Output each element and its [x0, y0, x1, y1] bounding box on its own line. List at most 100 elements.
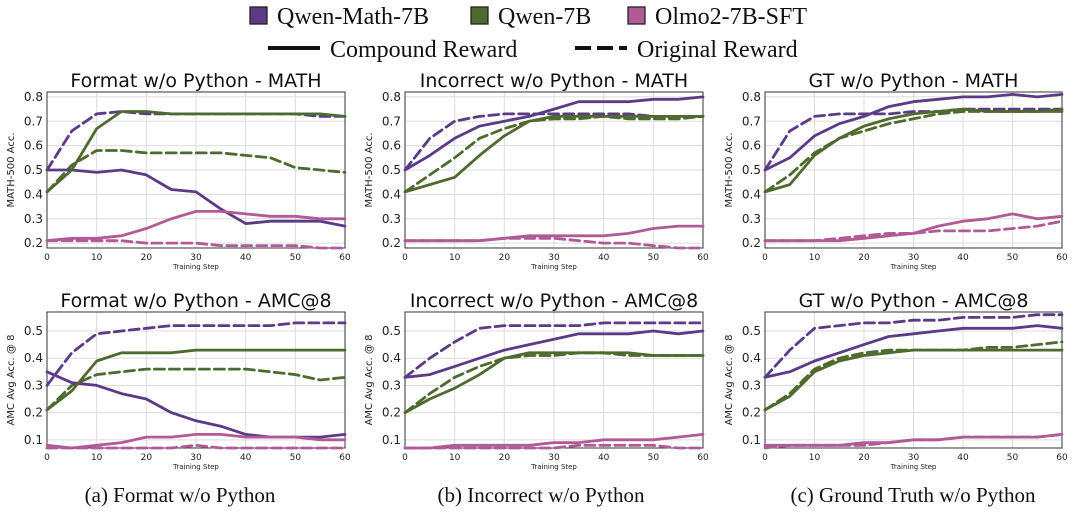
y-tick-label: 0.5 [24, 163, 43, 177]
series-olmo2-7b-sft-compound-reward [763, 212, 1064, 243]
legend-label-olmo2-7b-sft: Olmo2-7B-SFT [655, 4, 807, 30]
x-axis-label: Training Step [890, 463, 937, 471]
x-tick-label: 40 [598, 253, 610, 263]
legend-swatch-qwen-7b [470, 6, 489, 25]
caption-1: (a) Format w/o Python [85, 483, 276, 507]
x-tick-label: 60 [697, 453, 709, 463]
y-tick-label: 0.6 [24, 139, 43, 153]
x-tick-label: 60 [339, 453, 351, 463]
x-tick-label: 30 [548, 253, 560, 263]
x-tick-label: 0 [44, 453, 50, 463]
x-tick-label: 40 [598, 453, 610, 463]
series-olmo2-7b-sft-compound-reward [403, 224, 705, 243]
y-tick-label: 0.3 [742, 378, 761, 392]
y-tick-label: 0.3 [382, 212, 401, 226]
y-tick-label: 0.5 [742, 163, 761, 177]
series-qwen-7b-compound-reward [763, 348, 1064, 412]
y-tick-label: 0.7 [382, 114, 401, 128]
y-tick-label: 0.3 [382, 378, 401, 392]
x-tick-label: 10 [91, 453, 103, 463]
x-tick-label: 30 [190, 453, 202, 463]
x-tick-label: 30 [908, 253, 920, 263]
x-axis-label: Training Step [890, 263, 937, 271]
plot-frame [46, 311, 346, 449]
legend: Qwen-Math-7B Qwen-7B Olmo2-7B-SFT Compound … [249, 4, 807, 63]
x-tick-label: 0 [44, 253, 50, 263]
y-tick-label: 0.1 [742, 433, 761, 447]
x-tick-label: 10 [449, 253, 461, 263]
panel-5: 0 10 20 30 40 50 60 0.1 0.2 0.3 0.4 0.5 Training Ste… [364, 290, 709, 471]
y-axis-label: AMC Avg Acc. @ 8 [724, 335, 735, 426]
y-tick-label: 0.8 [742, 90, 761, 104]
series-qwen-math-7b-compound-reward [403, 95, 705, 172]
x-tick-label: 10 [91, 253, 103, 263]
x-tick-label: 20 [141, 453, 153, 463]
series-qwen-7b-compound-reward [763, 107, 1064, 194]
panel-2: 0 10 20 30 40 50 60 0.2 0.3 0.4 0.5 0.6 0.7 0.8 Traini… [364, 70, 709, 271]
x-tick-label: 20 [141, 253, 153, 263]
x-tick-label: 0 [762, 253, 768, 263]
y-tick-label: 0.2 [24, 406, 43, 420]
y-tick-label: 0.4 [24, 351, 43, 365]
series-qwen-math-7b-compound-reward [763, 324, 1064, 379]
y-axis-label: AMC Avg Acc. @ 8 [6, 335, 17, 426]
series-qwen-math-7b-compound-reward [403, 329, 705, 379]
y-tick-label: 0.3 [24, 212, 43, 226]
y-tick-label: 0.4 [742, 187, 761, 201]
series-qwen-7b-compound-reward [403, 351, 705, 415]
series-qwen-7b-compound-reward [403, 115, 705, 194]
series-qwen-math-7b-compound-reward [763, 93, 1064, 172]
panel-title: Format w/o Python - MATH [70, 70, 321, 92]
panel-title: Incorrect w/o Python - MATH [420, 70, 688, 92]
y-tick-label: 0.2 [24, 236, 43, 250]
x-tick-label: 50 [1007, 453, 1019, 463]
series-olmo2-7b-sft-compound-reward [763, 432, 1064, 447]
x-tick-label: 10 [809, 253, 821, 263]
x-tick-label: 40 [957, 253, 969, 263]
y-tick-label: 0.1 [382, 433, 401, 447]
x-tick-label: 20 [499, 453, 511, 463]
legend-swatch-qwen-math-7b [249, 6, 268, 25]
x-axis-label: Training Step [172, 263, 219, 271]
panel-title: GT w/o Python - MATH [809, 70, 1019, 92]
y-tick-label: 0.2 [382, 406, 401, 420]
series-qwen-7b-original-reward [45, 367, 347, 412]
series-qwen-7b-compound-reward [45, 348, 347, 412]
y-tick-label: 0.2 [742, 406, 761, 420]
legend-label-qwen-math-7b: Qwen-Math-7B [277, 4, 429, 30]
x-tick-label: 20 [858, 453, 870, 463]
x-tick-label: 20 [858, 253, 870, 263]
x-tick-label: 0 [762, 453, 768, 463]
series-qwen-math-7b-original-reward [763, 107, 1064, 172]
panel-6: 0 10 20 30 40 50 60 0.1 0.2 0.3 0.4 0.5 Training Ste… [724, 290, 1068, 471]
x-tick-label: 0 [402, 253, 408, 263]
y-tick-label: 0.4 [382, 351, 401, 365]
y-axis-label: AMC Avg Acc. @ 8 [364, 335, 375, 426]
x-tick-label: 40 [957, 453, 969, 463]
x-tick-label: 60 [1056, 453, 1068, 463]
y-tick-label: 0.5 [24, 324, 43, 338]
y-tick-label: 0.6 [742, 139, 761, 153]
y-tick-label: 0.4 [382, 187, 401, 201]
y-tick-label: 0.8 [382, 90, 401, 104]
y-tick-label: 0.4 [742, 351, 761, 365]
series-olmo2-7b-sft-compound-reward [45, 432, 347, 450]
panel-1: 0 10 20 30 40 50 60 0.2 0.3 0.4 0.5 0.6 0.7 0.8 Traini… [6, 70, 351, 271]
x-tick-label: 40 [240, 253, 252, 263]
series-qwen-7b-original-reward [403, 115, 705, 194]
y-tick-label: 0.3 [742, 212, 761, 226]
x-tick-label: 0 [402, 453, 408, 463]
series-qwen-math-7b-original-reward [763, 313, 1064, 379]
y-tick-label: 0.2 [382, 236, 401, 250]
y-axis-label: MATH-500 Acc. [724, 132, 735, 207]
plot-frame [764, 311, 1063, 449]
panel-4: 0 10 20 30 40 50 60 0.1 0.2 0.3 0.4 0.5 Training Ste… [6, 290, 351, 471]
series-olmo2-7b-sft-original-reward [45, 443, 347, 450]
series-qwen-7b-original-reward [763, 107, 1064, 194]
caption-2: (b) Incorrect w/o Python [437, 483, 645, 507]
x-tick-label: 30 [908, 453, 920, 463]
legend-label-qwen-7b: Qwen-7B [498, 4, 591, 30]
x-tick-label: 50 [648, 453, 660, 463]
caption-3: (c) Ground Truth w/o Python [790, 483, 1036, 507]
